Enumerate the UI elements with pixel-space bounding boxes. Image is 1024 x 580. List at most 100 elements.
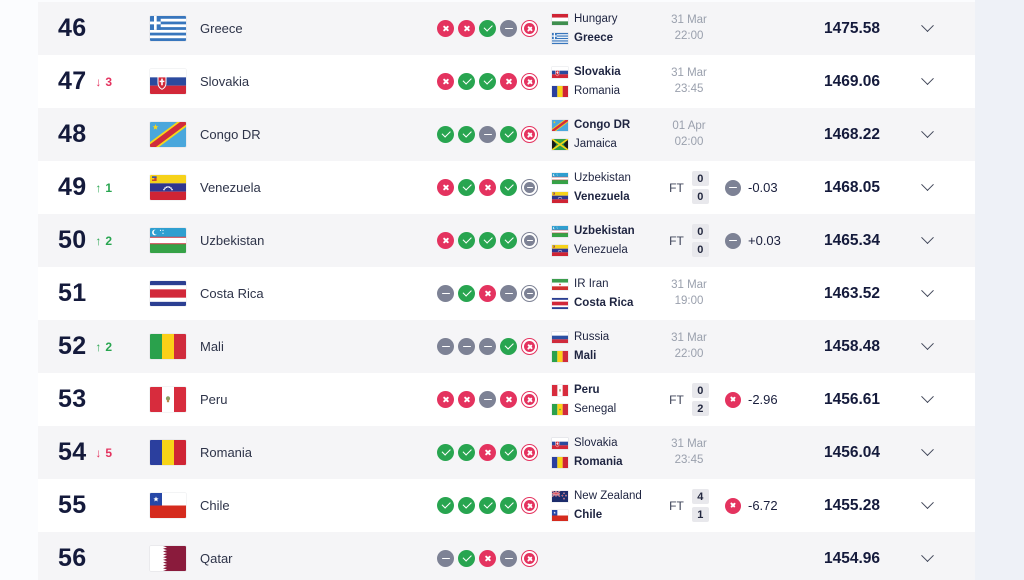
home-score: 4 — [691, 489, 709, 504]
match-home-team: Russia — [552, 331, 655, 343]
match-status: 31 Mar 23:45 — [655, 66, 723, 97]
last-next-match: Russia Mali — [552, 331, 655, 362]
team-name: Chile — [574, 509, 603, 521]
chevron-down-icon[interactable] — [921, 72, 934, 86]
rank-movement: ↓ 5 — [95, 446, 112, 460]
rank-value: 48 — [58, 120, 87, 148]
team-flag — [552, 119, 568, 131]
ranking-row[interactable]: 55 Chile New Zealand Chile FT 4 1 -6.72 14… — [38, 479, 975, 532]
match-time: 22:00 — [674, 348, 704, 360]
team-flag — [552, 509, 568, 521]
chevron-down-icon[interactable] — [921, 125, 934, 139]
ranking-row[interactable]: 50 ↑ 2 Uzbekistan Uzbekistan Venezuela F… — [38, 214, 975, 267]
last-next-match: IR Iran Costa Rica — [552, 278, 655, 309]
chevron-down-icon[interactable] — [921, 390, 934, 404]
rank-value: 47 — [58, 67, 87, 95]
form-win-check-icon — [458, 126, 475, 143]
chevron-down-icon[interactable] — [921, 284, 934, 298]
team-name: Slovakia — [574, 66, 621, 78]
ft-label: FT — [669, 180, 684, 195]
team-name: Romania — [574, 85, 621, 97]
country-name: Slovakia — [200, 74, 250, 89]
form-loss-cross-icon — [437, 232, 454, 249]
team-name: Slovakia — [574, 437, 618, 449]
form-loss-cross-icon — [500, 73, 517, 90]
chevron-down-icon[interactable] — [921, 443, 934, 457]
match-status: 31 Mar 22:00 — [655, 13, 723, 44]
points-change-value: -0.03 — [748, 180, 778, 195]
team-flag — [552, 225, 568, 237]
total-points: 1468.05 — [823, 178, 880, 196]
rank-value: 53 — [58, 385, 87, 413]
form-indicators — [437, 20, 552, 37]
match-time: 23:45 — [674, 83, 704, 95]
match-away-team: Greece — [552, 32, 655, 44]
points-change-value: +0.03 — [748, 233, 781, 248]
movement-arrow-icon: ↑ — [95, 339, 102, 354]
form-win-check-icon — [500, 232, 517, 249]
form-win-check-icon — [437, 497, 454, 514]
form-draw-minus-icon — [479, 391, 496, 408]
match-away-team: Jamaica — [552, 138, 655, 150]
points-change: -6.72 — [723, 497, 800, 514]
form-draw-minus-icon — [458, 338, 475, 355]
form-win-check-icon — [458, 497, 475, 514]
match-date: 31 Mar — [671, 67, 707, 79]
team-name: Uzbekistan — [574, 172, 631, 184]
chevron-down-icon[interactable] — [921, 178, 934, 192]
chevron-down-icon[interactable] — [921, 337, 934, 351]
form-win-check-icon — [479, 20, 496, 37]
rank-value: 49 — [58, 173, 87, 201]
form-win-check-icon — [458, 444, 475, 461]
country-flag — [150, 387, 186, 412]
movement-value: 2 — [105, 339, 113, 354]
ranking-row[interactable]: 52 ↑ 2 Mali Russia Mali 31 Mar 22:00 1458… — [38, 320, 975, 373]
chevron-down-icon[interactable] — [921, 549, 934, 563]
total-points: 1455.28 — [823, 496, 880, 514]
form-loss-cross-icon — [521, 550, 538, 567]
last-next-match: Congo DR Jamaica — [552, 119, 655, 150]
chevron-down-icon[interactable] — [921, 19, 934, 33]
match-away-team: Chile — [552, 509, 655, 521]
form-loss-cross-icon — [521, 338, 538, 355]
ranking-row[interactable]: 46 Greece Hungary Greece 31 Mar 22:00 147… — [38, 2, 975, 55]
match-status: 31 Mar 19:00 — [655, 278, 723, 309]
movement-arrow-icon: ↓ — [95, 74, 102, 89]
form-win-check-icon — [458, 232, 475, 249]
chevron-down-icon[interactable] — [921, 496, 934, 510]
ranking-row[interactable]: 49 ↑ 1 Venezuela Uzbekistan Venezuela FT… — [38, 161, 975, 214]
match-home-team: Congo DR — [552, 119, 655, 131]
country-flag — [150, 175, 186, 200]
ranking-row[interactable]: 53 Peru Peru Senegal FT 0 2 -2.96 1456.61 — [38, 373, 975, 426]
ranking-row[interactable]: 54 ↓ 5 Romania Slovakia Romania 31 Mar 23… — [38, 426, 975, 479]
form-win-check-icon — [500, 126, 517, 143]
form-loss-cross-icon — [458, 391, 475, 408]
points-change-value: -6.72 — [748, 498, 778, 513]
ranking-row[interactable]: 47 ↓ 3 Slovakia Slovakia Romania 31 Mar 2… — [38, 55, 975, 108]
form-loss-cross-icon — [437, 391, 454, 408]
total-points: 1469.06 — [823, 72, 880, 90]
ranking-row[interactable]: 56 Qatar 1454.96 — [38, 532, 975, 580]
total-points: 1475.58 — [823, 19, 880, 37]
chevron-down-icon[interactable] — [921, 231, 934, 245]
team-flag — [552, 331, 568, 343]
team-flag — [552, 138, 568, 150]
country-flag — [150, 334, 186, 359]
form-win-check-icon — [437, 444, 454, 461]
total-points: 1456.04 — [823, 443, 880, 461]
team-name: Russia — [574, 331, 610, 343]
form-draw-minus-icon — [437, 550, 454, 567]
total-points: 1468.22 — [823, 125, 880, 143]
change-draw-minus-icon — [725, 232, 741, 249]
movement-value: 1 — [105, 180, 113, 195]
match-home-team: Slovakia — [552, 66, 655, 78]
page-side-panel — [975, 0, 1024, 580]
match-status: FT 0 0 — [655, 171, 723, 204]
form-draw-minus-icon — [479, 126, 496, 143]
team-name: Venezuela — [574, 244, 628, 256]
ranking-row[interactable]: 48 Congo DR Congo DR Jamaica 01 Apr 02:00… — [38, 108, 975, 161]
rank-value: 54 — [58, 438, 87, 466]
ranking-row[interactable]: 51 Costa Rica IR Iran Costa Rica 31 Mar 1… — [38, 267, 975, 320]
country-flag — [150, 69, 186, 94]
team-name: Greece — [574, 32, 614, 44]
